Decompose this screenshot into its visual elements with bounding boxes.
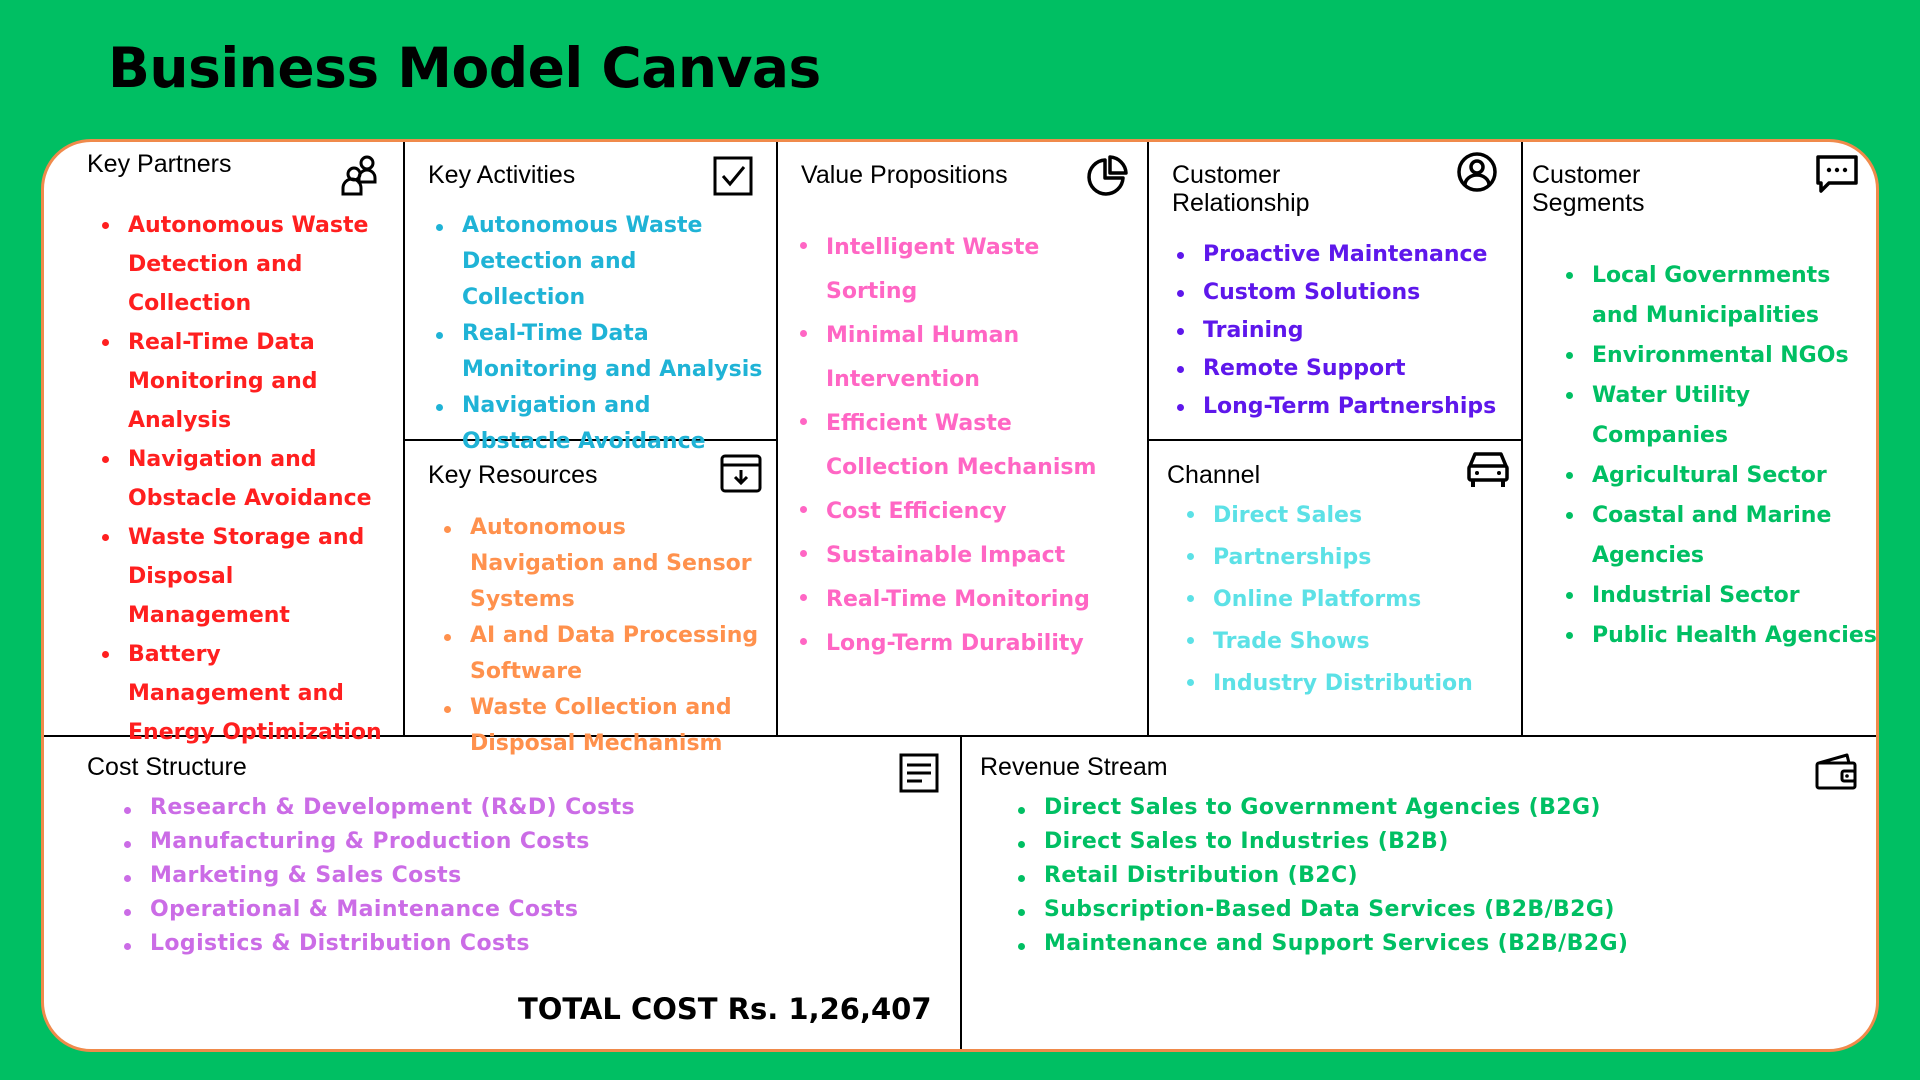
total-cost: TOTAL COST Rs. 1,26,407 <box>518 992 932 1026</box>
list-item: Trade Shows <box>1185 621 1515 663</box>
list-item: Training <box>1175 312 1515 350</box>
business-model-canvas: Key Partners Autonomous Waste Detection … <box>41 139 1879 1052</box>
key-partners-list: Autonomous Waste Detection and Collectio… <box>100 206 390 752</box>
list-item: Long-Term Partnerships <box>1175 388 1515 426</box>
value-propositions-section: Value Propositions Intelligent Waste Sor… <box>778 142 1149 737</box>
key-activities-list: Autonomous Waste Detection and Collectio… <box>434 208 764 460</box>
cost-structure-title: Cost Structure <box>87 753 247 781</box>
document-icon <box>899 753 939 793</box>
list-item: Real-Time Data Monitoring and Analysis <box>434 316 764 388</box>
key-resources-list: Autonomous Navigation and Sensor Systems… <box>442 510 764 762</box>
key-activities-title: Key Activities <box>428 161 576 189</box>
list-item: Custom Solutions <box>1175 274 1515 312</box>
customer-relationship-list: Proactive Maintenance Custom Solutions T… <box>1175 236 1515 426</box>
list-item: Industrial Sector <box>1564 576 1876 616</box>
list-item: Local Governments and Municipalities <box>1564 256 1876 336</box>
wallet-icon <box>1815 753 1857 790</box>
list-item: Real-Time Data Monitoring and Analysis <box>100 323 390 440</box>
list-item: Long-Term Durability <box>798 622 1138 666</box>
list-item: Cost Efficiency <box>798 490 1138 534</box>
key-partners-title: Key Partners <box>87 150 232 178</box>
list-item: AI and Data Processing Software <box>442 618 764 690</box>
key-partners-section: Key Partners Autonomous Waste Detection … <box>44 142 405 745</box>
revenue-stream-section: Revenue Stream Direct Sales to Governmen… <box>962 737 1876 1049</box>
list-item: Research & Development (R&D) Costs <box>122 791 822 825</box>
list-item: Manufacturing & Production Costs <box>122 825 822 859</box>
channel-title: Channel <box>1167 461 1261 489</box>
channel-section: Channel Direct Sales Partnerships Online… <box>1149 441 1523 737</box>
list-item: Subscription-Based Data Services (B2B/B2… <box>1016 893 1836 927</box>
list-item: Direct Sales to Industries (B2B) <box>1016 825 1836 859</box>
list-item: Real-Time Monitoring <box>798 578 1138 622</box>
list-item: Partnerships <box>1185 537 1515 579</box>
list-item: Navigation and Obstacle Avoidance <box>100 440 390 518</box>
list-item: Minimal Human Intervention <box>798 314 1138 402</box>
customer-relationship-title: Customer Relationship <box>1172 161 1310 217</box>
list-item: Agricultural Sector <box>1564 456 1876 496</box>
list-item: Marketing & Sales Costs <box>122 859 822 893</box>
value-propositions-title: Value Propositions <box>801 161 1008 189</box>
cost-structure-list: Research & Development (R&D) Costs Manuf… <box>122 791 822 961</box>
customer-segments-title: Customer Segments <box>1532 161 1645 217</box>
cost-structure-section: Cost Structure Research & Development (R… <box>44 737 962 1049</box>
customer-segments-list: Local Governments and Municipalities Env… <box>1564 256 1876 656</box>
list-item: Retail Distribution (B2C) <box>1016 859 1836 893</box>
checkbox-icon <box>713 156 753 196</box>
value-propositions-list: Intelligent Waste Sorting Minimal Human … <box>798 226 1138 666</box>
list-item: Intelligent Waste Sorting <box>798 226 1138 314</box>
chat-bubble-icon <box>1816 155 1858 193</box>
page-title: Business Model Canvas <box>108 36 821 100</box>
channel-list: Direct Sales Partnerships Online Platfor… <box>1185 495 1515 705</box>
revenue-stream-title: Revenue Stream <box>980 753 1168 781</box>
revenue-stream-list: Direct Sales to Government Agencies (B2G… <box>1016 791 1836 961</box>
partners-icon <box>341 155 377 196</box>
list-item: Waste Collection and Disposal Mechanism <box>442 690 764 762</box>
list-item: Coastal and Marine Agencies <box>1564 496 1876 576</box>
list-item: Autonomous Waste Detection and Collectio… <box>100 206 390 323</box>
list-item: Online Platforms <box>1185 579 1515 621</box>
list-item: Operational & Maintenance Costs <box>122 893 822 927</box>
archive-box-icon <box>720 454 762 493</box>
customer-relationship-section: Customer Relationship Proactive Maintena… <box>1149 142 1523 441</box>
list-item: Waste Storage and Disposal Management <box>100 518 390 635</box>
key-activities-section: Key Activities Autonomous Waste Detectio… <box>405 142 778 454</box>
list-item: Direct Sales <box>1185 495 1515 537</box>
list-item: Navigation and Obstacle Avoidance <box>434 388 764 460</box>
list-item: Direct Sales to Government Agencies (B2G… <box>1016 791 1836 825</box>
pie-chart-icon <box>1087 155 1128 196</box>
list-item: Environmental NGOs <box>1564 336 1876 376</box>
list-item: Remote Support <box>1175 350 1515 388</box>
list-item: Battery Management and Energy Optimizati… <box>100 635 390 752</box>
list-item: Industry Distribution <box>1185 663 1515 705</box>
list-item: Logistics & Distribution Costs <box>122 927 822 961</box>
customer-segments-section: Customer Segments Local Governments and … <box>1523 142 1876 737</box>
list-item: Proactive Maintenance <box>1175 236 1515 274</box>
list-item: Public Health Agencies <box>1564 616 1876 656</box>
list-item: Autonomous Waste Detection and Collectio… <box>434 208 764 316</box>
list-item: Autonomous Navigation and Sensor Systems <box>442 510 764 618</box>
list-item: Sustainable Impact <box>798 534 1138 578</box>
key-resources-section: Key Resources Autonomous Navigation and … <box>405 441 778 756</box>
user-circle-icon <box>1457 152 1497 192</box>
car-icon <box>1467 452 1509 487</box>
list-item: Maintenance and Support Services (B2B/B2… <box>1016 927 1836 961</box>
key-resources-title: Key Resources <box>428 461 598 489</box>
list-item: Efficient Waste Collection Mechanism <box>798 402 1138 490</box>
list-item: Water Utility Companies <box>1564 376 1876 456</box>
